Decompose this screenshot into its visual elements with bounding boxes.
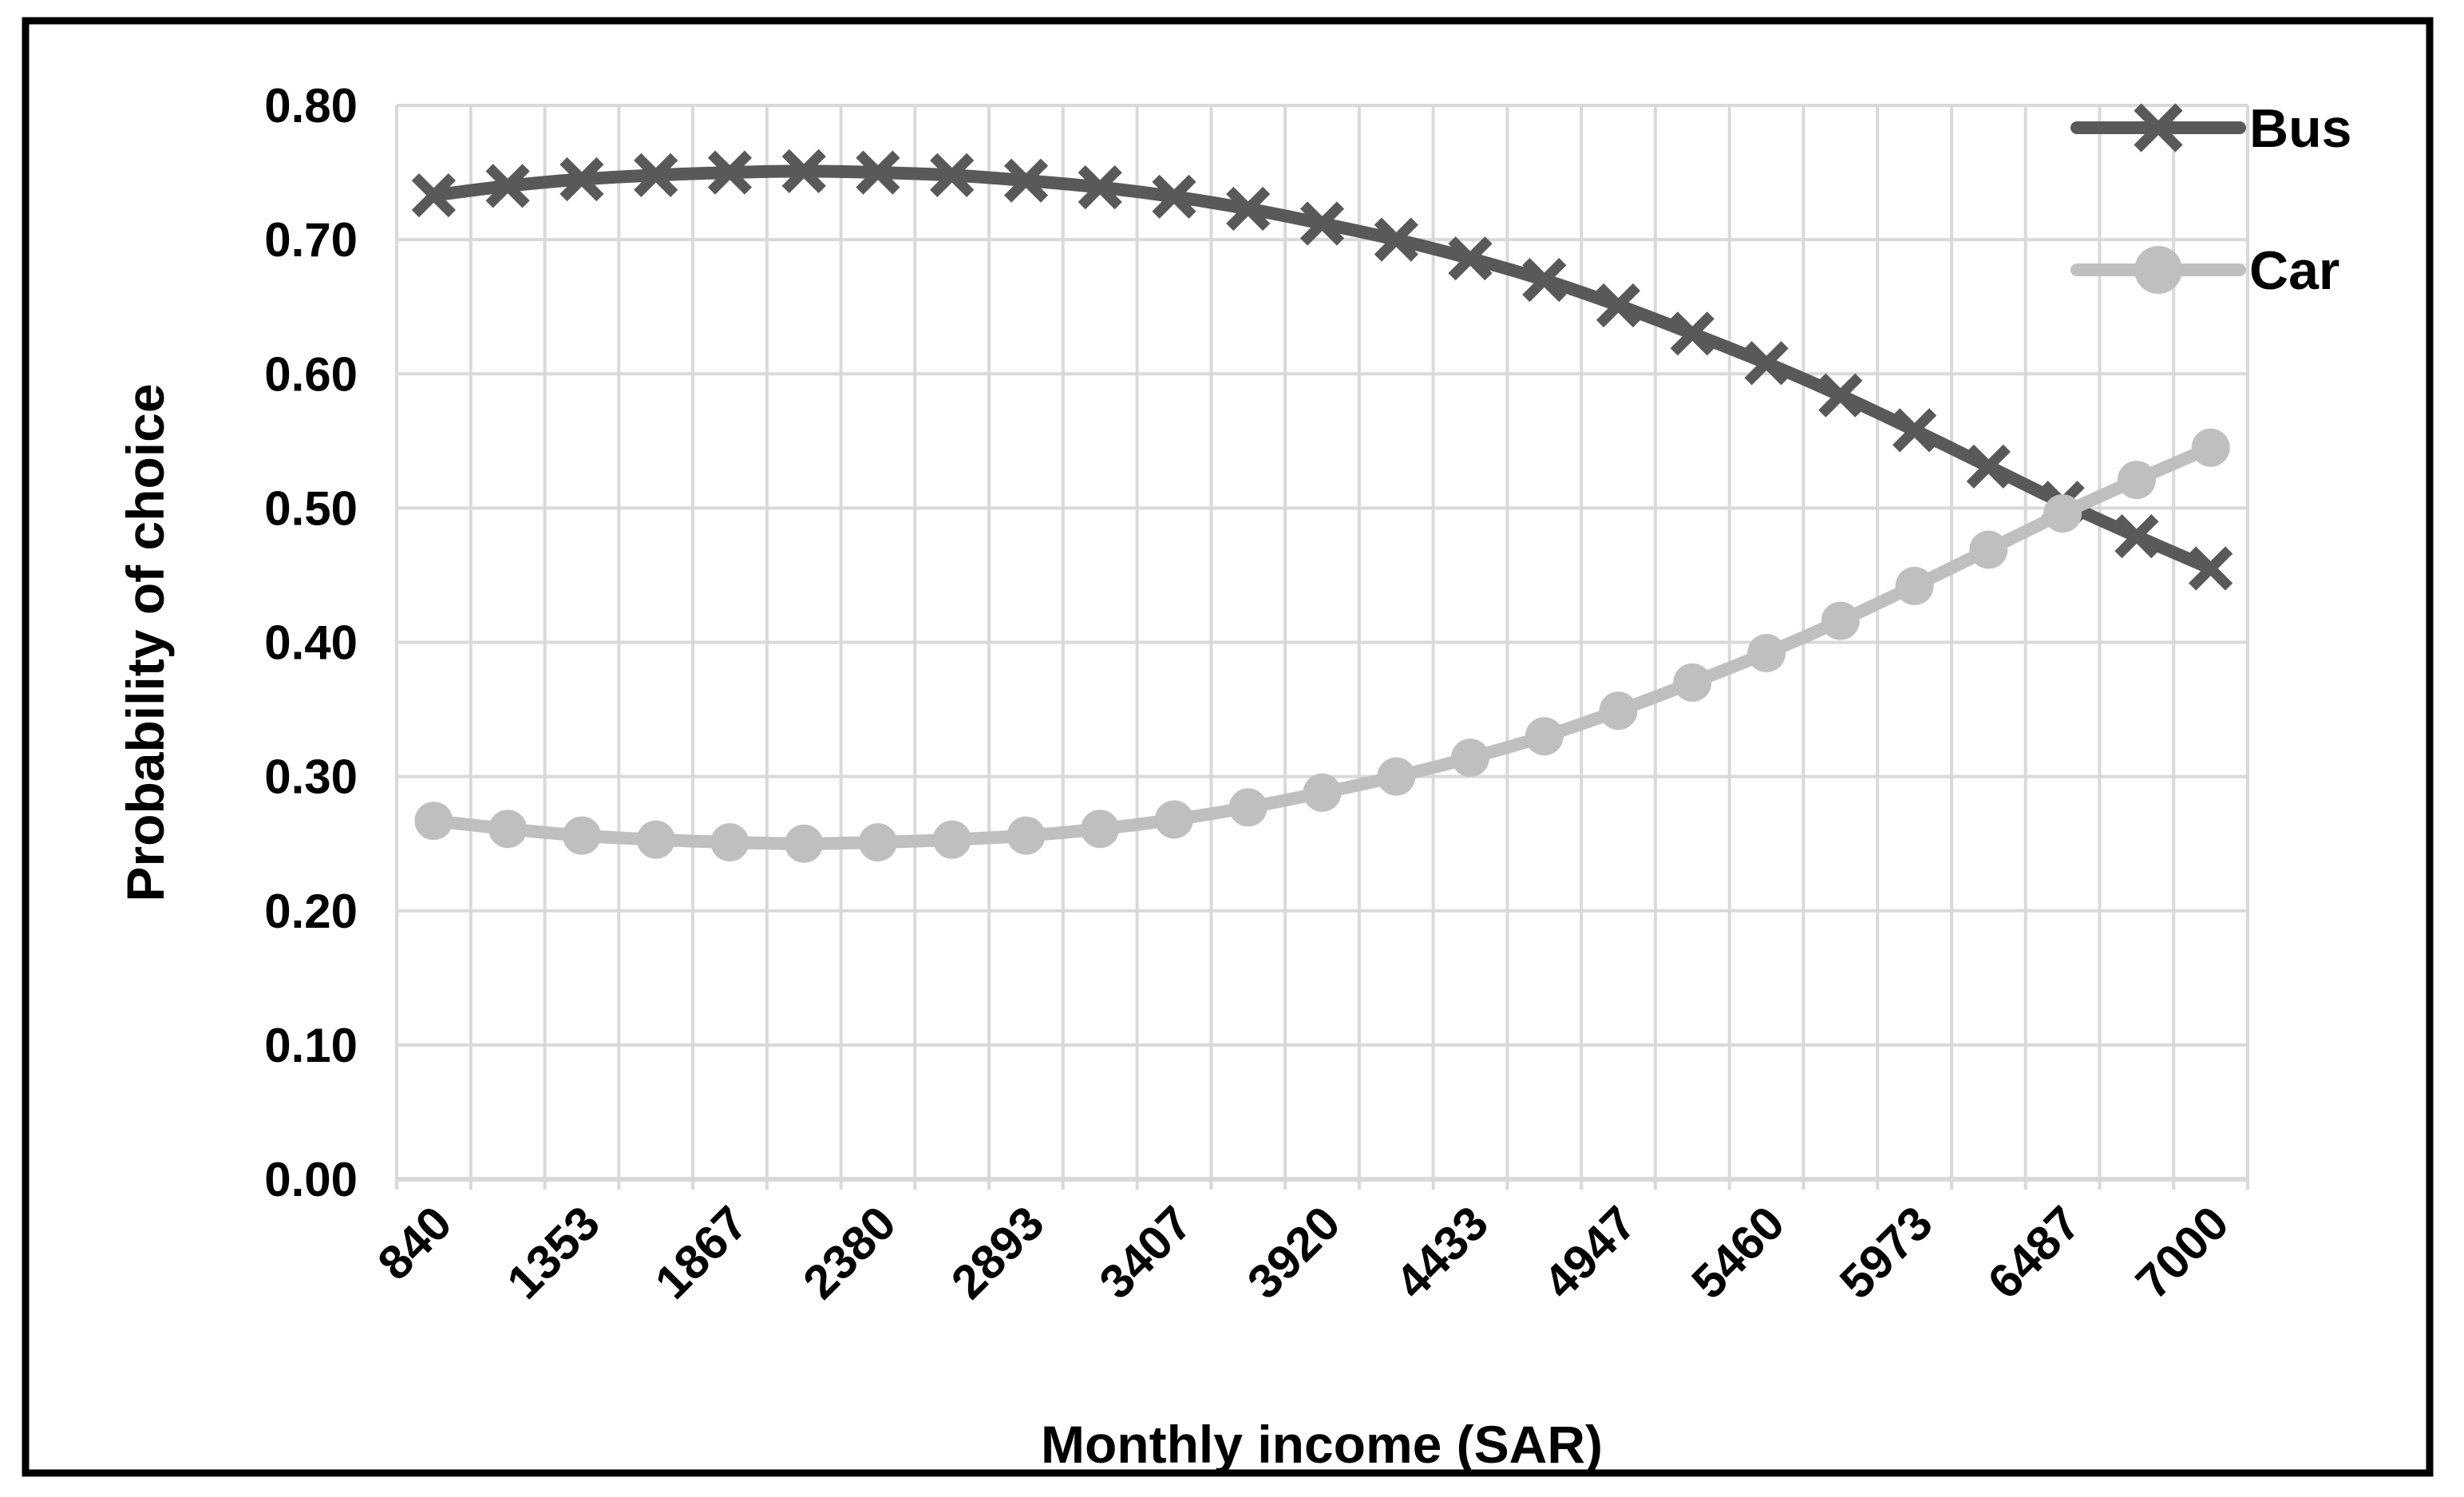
bus-marker-x-icon xyxy=(856,150,900,195)
bus-marker-x-icon xyxy=(1744,341,1789,386)
car-marker-circle-icon xyxy=(932,820,971,859)
bus-marker-x-icon xyxy=(781,149,826,193)
bus-marker-x-icon xyxy=(1818,373,1863,418)
bus-marker-x-icon xyxy=(1670,311,1715,356)
car-marker-circle-icon xyxy=(1081,810,1120,849)
car-marker-circle-icon xyxy=(1599,691,1638,731)
legend-car-marker-circle-icon xyxy=(2134,246,2182,294)
car-series xyxy=(414,428,2230,863)
series-layer xyxy=(411,149,2233,863)
car-marker-circle-icon xyxy=(1007,816,1046,855)
y-tick-label: 0.40 xyxy=(264,616,358,670)
car-marker-circle-icon xyxy=(710,823,749,861)
legend-bus-marker-x-icon xyxy=(2134,103,2183,152)
bus-marker-x-icon xyxy=(1078,165,1122,210)
legend-item-car: Car xyxy=(2070,240,2339,301)
car-marker-circle-icon xyxy=(785,824,824,863)
legend: Bus Car xyxy=(2070,98,2351,301)
car-marker-circle-icon xyxy=(562,816,601,855)
legend-item-bus: Bus xyxy=(2070,98,2351,159)
car-marker-circle-icon xyxy=(2117,461,2156,500)
car-marker-circle-icon xyxy=(2191,428,2230,467)
bus-marker-x-icon xyxy=(1374,217,1418,262)
bus-marker-x-icon xyxy=(2189,546,2233,591)
car-marker-circle-icon xyxy=(1525,717,1564,756)
bus-marker-x-icon xyxy=(1966,444,2011,489)
car-marker-circle-icon xyxy=(858,823,897,861)
bus-marker-x-icon xyxy=(707,150,752,195)
legend-bus-label: Bus xyxy=(2249,98,2351,159)
car-marker-circle-icon xyxy=(1228,788,1268,827)
y-tick-label: 0.00 xyxy=(264,1153,358,1206)
car-marker-circle-icon xyxy=(1747,634,1786,672)
grid-layer xyxy=(395,104,2249,1190)
bus-series xyxy=(411,149,2233,591)
bus-marker-x-icon xyxy=(560,156,604,202)
car-marker-circle-icon xyxy=(1821,601,1860,640)
car-marker-circle-icon xyxy=(1155,800,1193,839)
car-marker-circle-icon xyxy=(1377,757,1416,796)
bus-marker-x-icon xyxy=(1596,283,1641,328)
car-marker-circle-icon xyxy=(1969,530,2008,569)
car-marker-circle-icon xyxy=(2043,494,2082,533)
y-axis-title: Probability of choice xyxy=(116,383,175,901)
y-tick-label: 0.10 xyxy=(264,1019,358,1072)
bus-marker-x-icon xyxy=(930,152,975,197)
bus-marker-x-icon xyxy=(1226,186,1271,232)
car-marker-circle-icon xyxy=(1895,566,1934,605)
bus-marker-x-icon xyxy=(1152,174,1196,219)
bus-marker-x-icon xyxy=(1003,158,1049,203)
car-marker-circle-icon xyxy=(636,820,675,859)
figure-border xyxy=(22,17,2434,1477)
bus-marker-x-icon xyxy=(1448,236,1493,281)
bus-marker-x-icon xyxy=(2114,514,2159,559)
bus-marker-x-icon xyxy=(1522,258,1567,303)
bus-marker-x-icon xyxy=(1892,408,1937,453)
car-marker-circle-icon xyxy=(414,802,453,841)
x-axis-title: Monthly income (SAR) xyxy=(1041,1415,1603,1474)
bus-marker-x-icon xyxy=(485,164,530,208)
y-tick-label: 0.80 xyxy=(264,79,358,133)
y-tick-label: 0.30 xyxy=(264,750,358,804)
y-tick-label: 0.50 xyxy=(264,481,358,535)
legend-car-label: Car xyxy=(2249,240,2339,301)
y-tick-label: 0.70 xyxy=(264,213,358,267)
bus-marker-x-icon xyxy=(411,173,456,218)
bus-marker-x-icon xyxy=(634,152,678,197)
car-marker-circle-icon xyxy=(488,810,528,849)
car-marker-circle-icon xyxy=(1451,739,1489,778)
bus-marker-x-icon xyxy=(1299,201,1345,246)
y-tick-label: 0.20 xyxy=(264,885,358,938)
y-tick-label: 0.60 xyxy=(264,347,358,401)
car-marker-circle-icon xyxy=(1673,663,1712,702)
car-marker-circle-icon xyxy=(1303,773,1342,812)
